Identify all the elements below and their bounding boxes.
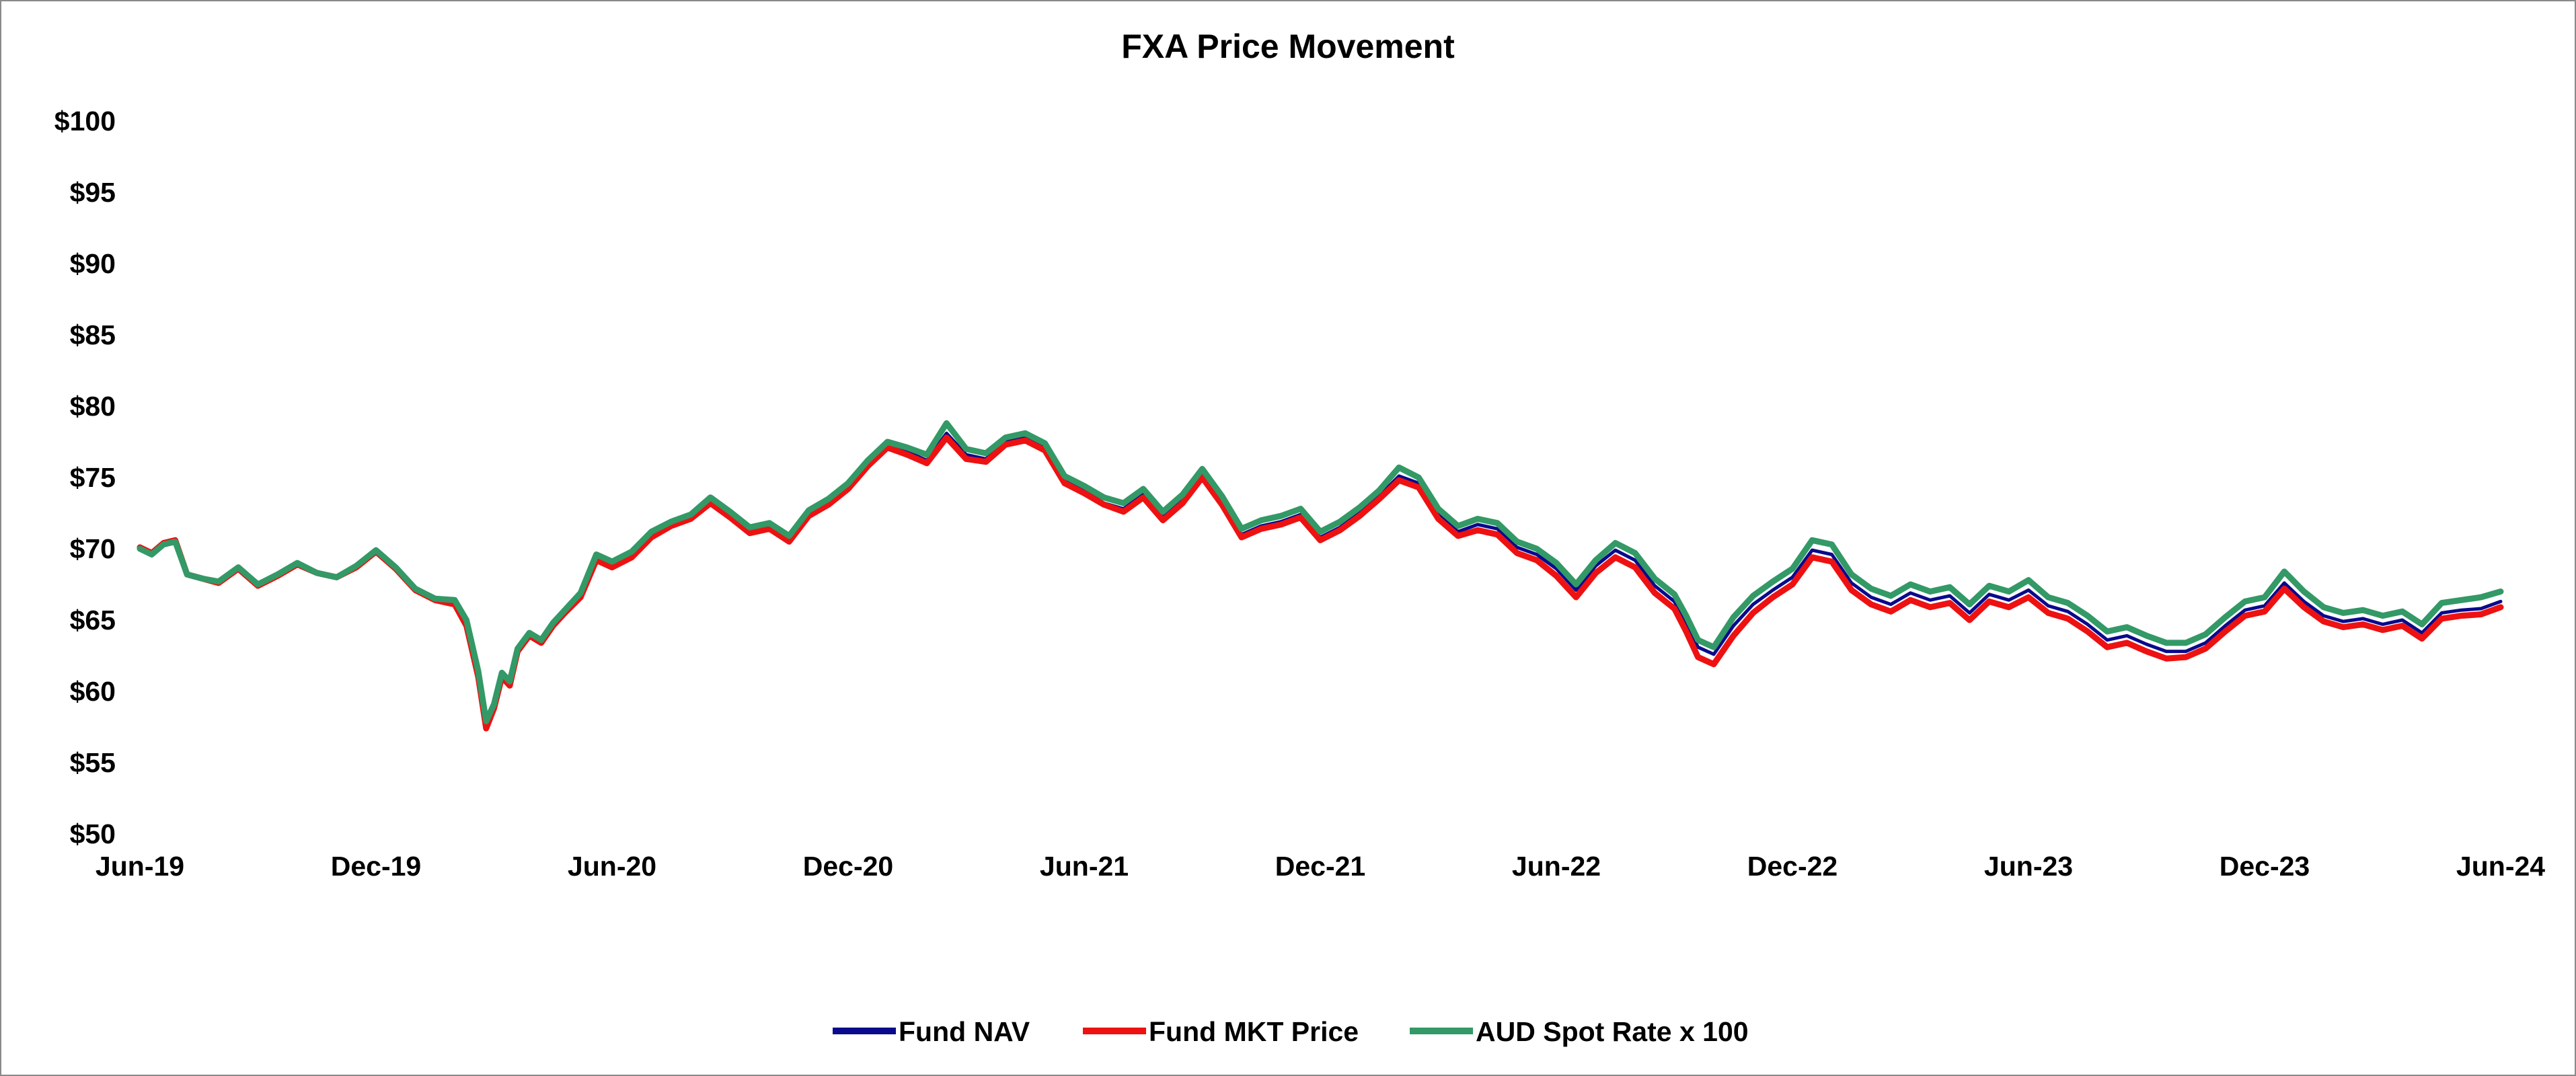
y-tick-label: $90 <box>70 248 116 279</box>
series-line-aud-spot-rate-x-100 <box>137 420 2504 724</box>
chart-title: FXA Price Movement <box>1121 28 1455 65</box>
y-tick-label: $95 <box>70 177 116 208</box>
x-tick-label: Jun-19 <box>96 851 184 882</box>
x-tick-label: Dec-20 <box>803 851 893 882</box>
y-tick-label: $85 <box>70 319 116 350</box>
x-tick-label: Dec-21 <box>1275 851 1365 882</box>
x-tick-label: Dec-23 <box>2220 851 2310 882</box>
y-tick-label: $50 <box>70 818 116 849</box>
y-tick-label: $70 <box>70 533 116 564</box>
y-axis: $50 $55 $60 $65 $70 $75 $80 $85 $90 $95 $100 <box>54 106 116 849</box>
x-tick-label: Jun-24 <box>2456 851 2545 882</box>
x-tick-label: Dec-19 <box>331 851 421 882</box>
y-tick-label: $75 <box>70 462 116 493</box>
x-tick-label: Jun-20 <box>568 851 656 882</box>
plot-area <box>137 420 2504 732</box>
y-tick-label: $55 <box>70 747 116 778</box>
x-tick-label: Jun-22 <box>1512 851 1601 882</box>
y-tick-label: $100 <box>54 106 116 137</box>
legend-label: AUD Spot Rate x 100 <box>1476 1016 1749 1047</box>
x-tick-label: Dec-22 <box>1747 851 1838 882</box>
legend: Fund NAV Fund MKT Price AUD Spot Rate x 10… <box>833 1016 1749 1047</box>
legend-label: Fund MKT Price <box>1149 1016 1359 1047</box>
x-axis: Jun-19 Dec-19 Jun-20 Dec-20 Jun-21 Dec-21 Jun-… <box>96 851 2545 882</box>
series-line-fund-nav <box>138 431 2503 728</box>
y-tick-label: $80 <box>70 391 116 422</box>
y-tick-label: $60 <box>70 676 116 707</box>
legend-label: Fund NAV <box>899 1016 1030 1047</box>
x-tick-label: Jun-23 <box>1984 851 2073 882</box>
y-tick-label: $65 <box>70 605 116 636</box>
series-line-fund-mkt-price <box>137 434 2504 732</box>
x-tick-label: Jun-21 <box>1040 851 1129 882</box>
